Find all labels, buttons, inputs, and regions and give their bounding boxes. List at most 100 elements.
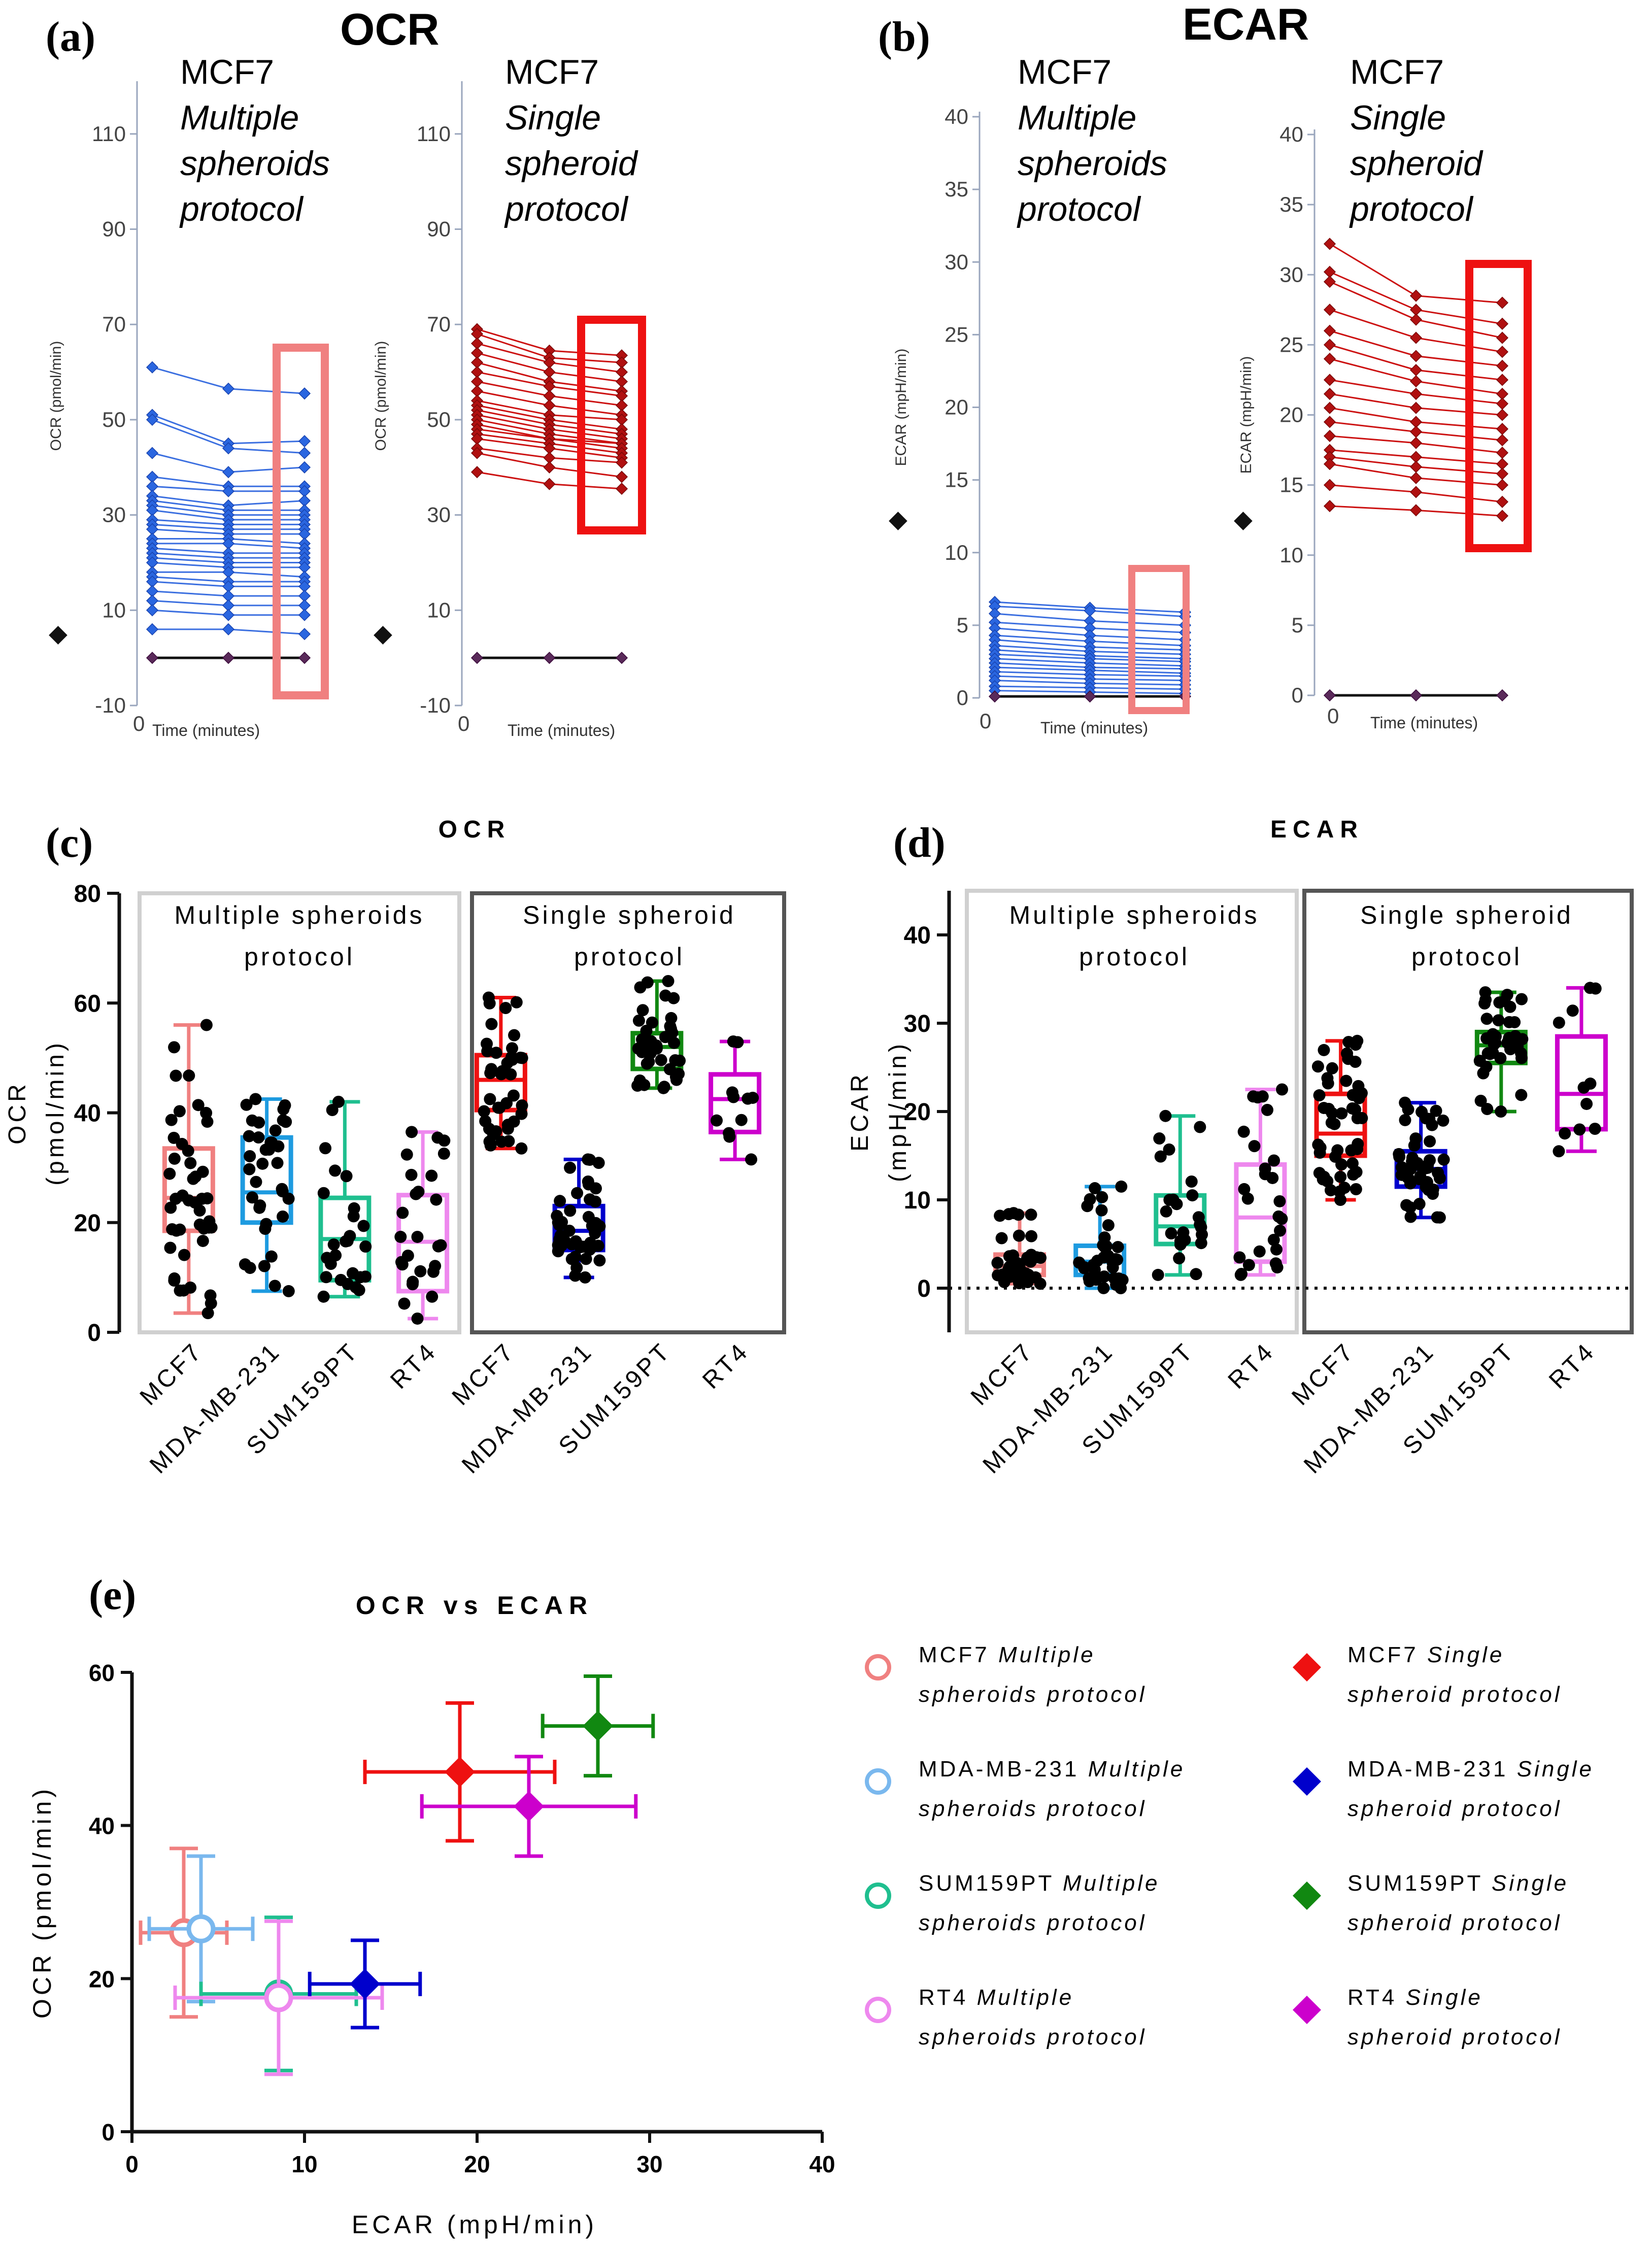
legend-label-line: spheroids protocol [919, 1682, 1147, 1707]
data-dot [1275, 1213, 1288, 1225]
data-dot [506, 1042, 519, 1055]
data-dot [1356, 1112, 1368, 1124]
data-dot [1241, 1192, 1254, 1205]
data-dot [1431, 1211, 1443, 1224]
data-dot [1115, 1180, 1128, 1193]
series-point [470, 447, 484, 459]
data-dot [1553, 1016, 1565, 1029]
data-dot [991, 1257, 1004, 1269]
legend-protocol: Multiple [977, 1985, 1074, 2010]
series-point [1496, 346, 1509, 358]
legend-label-line: MDA-MB-231 Multiple [919, 1757, 1185, 1782]
data-dot [670, 1073, 683, 1086]
y-axis-label: OCR (pmol/min) [28, 1786, 56, 2019]
data-dot [1404, 1201, 1417, 1214]
data-dot [745, 1153, 758, 1166]
data-dot [205, 1297, 217, 1309]
legend-marker: ◆ [49, 620, 68, 647]
y-tick-label: 10 [904, 1187, 931, 1214]
data-dot [1313, 1089, 1326, 1102]
legend-marker: ◆ [374, 620, 392, 647]
data-dot [641, 976, 654, 989]
data-dot [1353, 1092, 1365, 1104]
data-dot [271, 1157, 284, 1169]
series-point [1323, 388, 1336, 400]
data-dot [483, 997, 496, 1010]
data-dot [662, 975, 675, 987]
data-dot [1090, 1273, 1102, 1286]
y-tick-label: 10 [427, 598, 451, 622]
y-axis-label: (pmol/min) [42, 1040, 69, 1186]
data-dot [256, 1157, 269, 1170]
group-frame-multiple [965, 889, 1299, 1334]
series-point [298, 461, 311, 474]
data-dot [410, 1188, 422, 1200]
series-point [1323, 479, 1336, 491]
data-dot [1259, 1162, 1271, 1175]
data-dot [1340, 1074, 1353, 1087]
data-dot [320, 1271, 332, 1284]
x-tick-label: 40 [809, 2151, 835, 2177]
data-dot [250, 1175, 262, 1188]
y-tick-label: 90 [427, 217, 451, 241]
legend-cell-name: MDA-MB-231 [919, 1757, 1088, 1782]
data-dot [632, 1014, 645, 1027]
data-dot [1323, 1102, 1335, 1115]
legend-marker-circle [865, 1654, 891, 1680]
data-dot [1335, 1107, 1348, 1120]
series-point [146, 652, 159, 664]
data-dot [1261, 1103, 1273, 1116]
y-tick-label: 10 [102, 598, 126, 622]
y-tick-label: 20 [74, 1210, 101, 1237]
data-dot [282, 1285, 295, 1297]
series-point [1496, 374, 1509, 386]
data-dot [414, 1265, 427, 1278]
x-axis-label: Time (minutes) [152, 721, 260, 740]
series-point [1496, 317, 1509, 330]
group-label-single: Single spheroid [1360, 901, 1573, 929]
y-tick-label: 50 [427, 408, 451, 431]
chart-a-multiple-protocol: MCF7 Multiple spheroids protocol -10 10 30 50 70… [48, 53, 330, 740]
data-dot [253, 1201, 266, 1214]
data-dot [329, 1164, 342, 1177]
data-dot [589, 1182, 602, 1195]
data-dot [1408, 1139, 1421, 1152]
data-dot [735, 1114, 748, 1126]
data-dot [1480, 1013, 1493, 1025]
data-dot [1584, 1078, 1597, 1090]
data-dot [398, 1297, 411, 1310]
series-point [222, 382, 235, 395]
series-point [470, 652, 484, 664]
y-tick-label: 40 [904, 922, 931, 949]
data-dot [189, 1170, 202, 1183]
data-dot [200, 1019, 213, 1031]
data-dot [437, 1147, 450, 1160]
series-point [543, 461, 556, 474]
data-dot [348, 1202, 360, 1215]
data-dot [1190, 1268, 1202, 1281]
data-dot [994, 1209, 1006, 1222]
data-dot [1503, 1032, 1515, 1045]
y-tick-label: 70 [102, 312, 126, 336]
y-tick-label: 40 [1279, 122, 1303, 146]
series-point [1409, 689, 1423, 702]
data-point-diamond [514, 1791, 544, 1822]
data-dot [327, 1238, 340, 1251]
series-point [615, 470, 628, 483]
series-point [222, 485, 235, 497]
data-dot [484, 1093, 496, 1105]
chart-title: MCF7 [1018, 53, 1111, 91]
data-dot [243, 1130, 255, 1142]
data-dot [499, 1002, 512, 1015]
data-dot [668, 1036, 681, 1049]
data-dot [731, 1036, 744, 1049]
data-dot [495, 1068, 508, 1081]
chart-subtitle-line: protocol [1017, 190, 1141, 228]
legend-marker-diamond [1293, 1653, 1321, 1682]
series-point [1323, 429, 1336, 442]
data-dot [1493, 996, 1506, 1009]
data-dot [406, 1126, 418, 1138]
y-tick-label: 70 [427, 312, 451, 336]
data-dot [277, 1210, 289, 1223]
series-point [1084, 690, 1096, 703]
